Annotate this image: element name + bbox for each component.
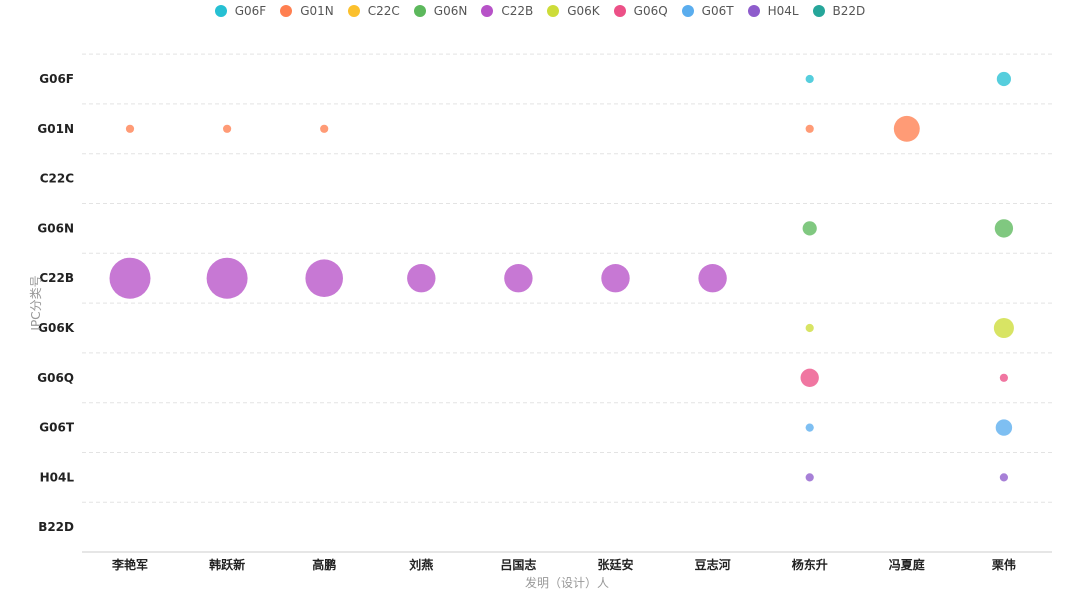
x-tick-label: 栗伟: [992, 557, 1016, 572]
legend-item-b22d[interactable]: B22D: [812, 4, 866, 18]
x-tick-label: 冯夏庭: [889, 557, 925, 572]
y-tick-label: G06N: [37, 221, 74, 235]
x-tick-label: 刘燕: [409, 557, 433, 572]
y-tick-label: C22B: [39, 271, 74, 285]
bubble-g06f[interactable]: [996, 71, 1012, 87]
bubble-g06n[interactable]: [802, 221, 817, 236]
x-tick-label: 张廷安: [597, 557, 633, 572]
legend-label: B22D: [832, 4, 866, 18]
bubble-c22b[interactable]: [305, 259, 343, 297]
x-axis-title: 发明（设计）人: [525, 575, 609, 590]
legend-item-g06k[interactable]: G06K: [547, 4, 600, 18]
bubble-g06t[interactable]: [995, 419, 1013, 436]
bubble-g01n[interactable]: [320, 124, 329, 133]
bubble-g06q[interactable]: [800, 368, 819, 387]
bubble-g01n[interactable]: [805, 124, 814, 133]
bubble-c22b[interactable]: [601, 263, 630, 293]
y-tick-label: H04L: [40, 470, 75, 484]
legend-label: G06F: [234, 4, 267, 18]
legend-item-g06n[interactable]: G06N: [413, 4, 468, 18]
y-tick-label: C22C: [40, 172, 75, 186]
y-tick-label: G06Q: [37, 371, 74, 385]
y-tick-label: G01N: [37, 122, 74, 136]
legend-dot: [214, 5, 227, 17]
legend-dot: [681, 5, 694, 17]
grid-layer: [82, 53, 1052, 503]
bubble-h04l[interactable]: [805, 473, 814, 482]
x-tick-label: 李艳军: [111, 557, 148, 572]
legend-label: G01N: [300, 4, 334, 18]
legend-item-g06f[interactable]: G06F: [214, 4, 267, 18]
legend-dot: [280, 5, 293, 17]
y-axis-title: IPC分类号: [29, 275, 43, 330]
bubble-g06k[interactable]: [993, 317, 1014, 339]
axis-layer: G06F G01N C22C G06N C22B G06K G06Q G06T H04L B22D…: [37, 72, 1052, 572]
legend-label: G06T: [701, 4, 734, 18]
bubble-g06t[interactable]: [805, 423, 814, 432]
y-tick-label: G06K: [38, 321, 75, 335]
legend-dot: [347, 5, 360, 17]
bubble-c22b[interactable]: [698, 263, 727, 293]
legend-label: G06K: [567, 4, 600, 18]
legend-label: C22B: [501, 4, 534, 18]
x-tick-label: 杨东升: [792, 557, 828, 572]
x-tick-label: 韩跃新: [209, 557, 245, 572]
legend-dot: [812, 5, 825, 17]
legend-item-c22c[interactable]: C22C: [347, 4, 400, 18]
legend-label: G06N: [433, 4, 468, 18]
bubble-g06f[interactable]: [805, 74, 814, 84]
bubble-g01n[interactable]: [893, 115, 920, 142]
bubble-c22b[interactable]: [109, 257, 151, 299]
legend-dot: [547, 5, 560, 17]
bubble-c22b[interactable]: [504, 263, 533, 293]
legend-item-c22b[interactable]: C22B: [481, 4, 533, 18]
bubble-g06k[interactable]: [805, 323, 814, 333]
legend-label: G06Q: [633, 4, 668, 18]
legend-label: C22C: [367, 4, 400, 18]
legend-item-h04l[interactable]: H04L: [747, 4, 799, 18]
bubble-h04l[interactable]: [999, 473, 1009, 482]
y-tick-label: B22D: [38, 520, 74, 534]
bubble-g01n[interactable]: [125, 124, 135, 133]
bubble-c22b[interactable]: [206, 257, 248, 299]
bubble-layer: [109, 71, 1014, 482]
x-tick-label: 吕国志: [500, 557, 536, 572]
bubble-g06n[interactable]: [994, 219, 1014, 238]
legend-item-g06q[interactable]: G06Q: [613, 4, 668, 18]
legend-dot: [413, 5, 426, 17]
legend-item-g06t[interactable]: G06T: [681, 4, 734, 18]
bubble-g06q[interactable]: [999, 373, 1009, 382]
legend-dot: [747, 5, 760, 17]
y-tick-label: G06T: [39, 421, 75, 435]
x-tick-label: 高鹏: [312, 557, 336, 572]
legend-item-g01n[interactable]: G01N: [280, 4, 334, 18]
x-tick-label: 豆志河: [695, 557, 731, 572]
y-tick-label: G06F: [39, 72, 74, 86]
legend-dot: [613, 5, 626, 17]
legend-dot: [481, 5, 494, 17]
legend-label: H04L: [767, 4, 799, 18]
bubble-g01n[interactable]: [223, 124, 232, 133]
chart-legend: G06F G01N C22C G06N C22B G06K G06Q G06T H04L B22D: [0, 2, 1080, 20]
bubble-c22b[interactable]: [407, 263, 436, 293]
